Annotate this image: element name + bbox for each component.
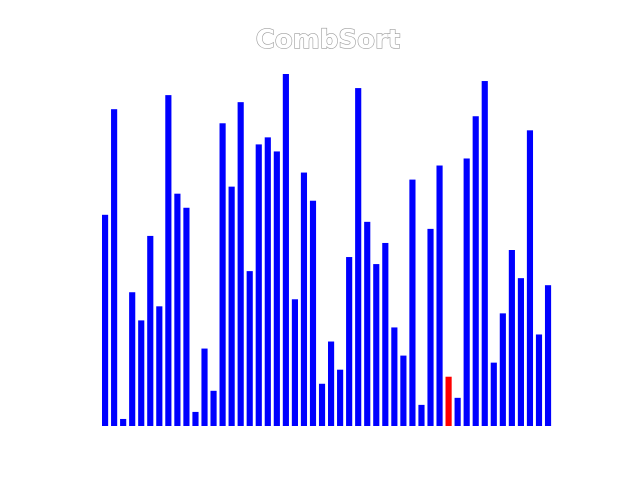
bar: [246, 271, 253, 426]
bar: [364, 221, 371, 426]
bar: [165, 95, 172, 427]
bar: [490, 362, 497, 426]
bar: [318, 383, 326, 426]
bar: [156, 306, 163, 426]
bar: [526, 130, 534, 426]
bar: [183, 207, 190, 426]
bar: [400, 355, 407, 426]
bar: [409, 179, 416, 426]
bar: [391, 327, 398, 426]
bar: [291, 299, 298, 426]
bar: [255, 144, 262, 426]
bar: [472, 116, 479, 427]
bar: [129, 292, 136, 426]
bar: [328, 341, 335, 426]
bar: [138, 320, 145, 426]
bar: [454, 397, 461, 426]
bar: [337, 369, 344, 426]
bar: [192, 411, 199, 426]
bar: [309, 200, 317, 426]
bar: [102, 214, 109, 426]
bar: [535, 334, 543, 426]
chart-title: CombSort: [256, 25, 401, 55]
bar: [282, 74, 289, 426]
bar: [355, 88, 362, 426]
bar: [264, 137, 271, 427]
bar: [111, 109, 118, 426]
bar: [174, 193, 181, 426]
bars: [102, 74, 552, 427]
bar: [544, 285, 552, 426]
bar: [418, 404, 425, 426]
bar: [346, 257, 353, 426]
bar: [147, 235, 154, 426]
bar: [499, 313, 506, 426]
bar: [427, 228, 434, 426]
bar: [436, 165, 443, 426]
bar: [382, 242, 389, 426]
bar: [463, 158, 470, 427]
bar: [210, 390, 217, 426]
bar: [517, 278, 524, 426]
bar: [201, 348, 208, 426]
bar: [481, 81, 488, 426]
bar: [373, 264, 380, 426]
bar: [300, 172, 308, 426]
bar: [228, 186, 235, 426]
bar: [120, 418, 127, 426]
bar: [237, 102, 244, 426]
bar: [508, 250, 515, 426]
bar-highlighted: [445, 376, 452, 426]
bar: [273, 151, 280, 426]
bar: [219, 123, 226, 426]
